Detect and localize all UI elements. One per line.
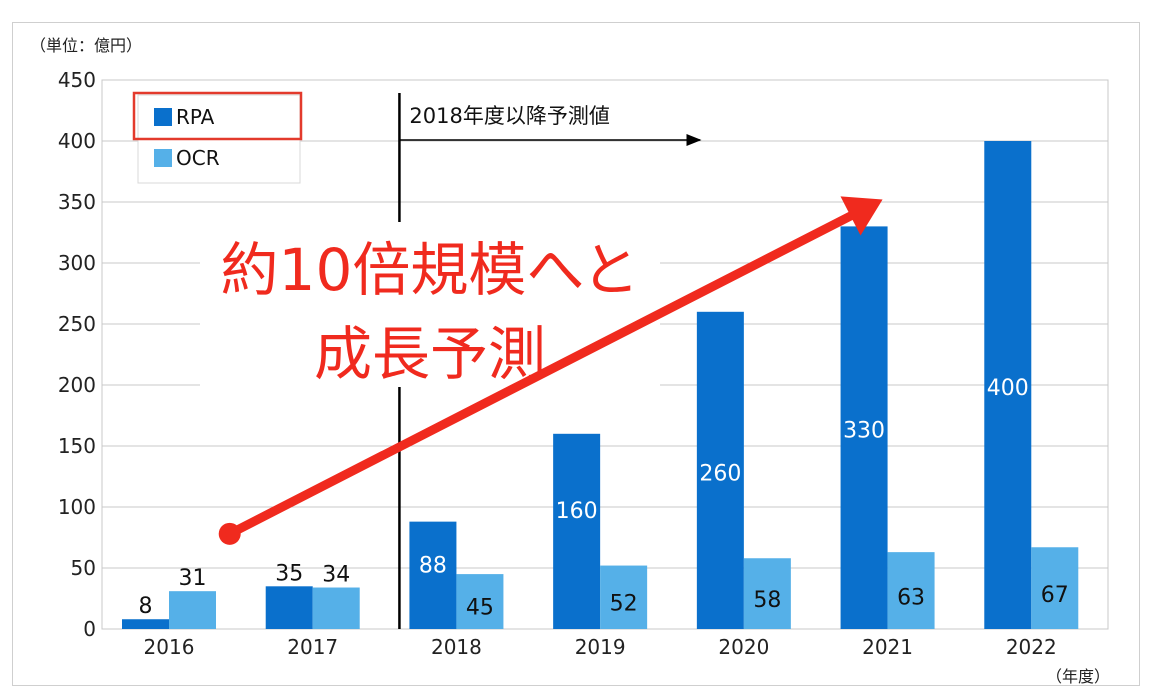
x-tick-label: 2019 — [575, 635, 626, 659]
rpa-data-label: 160 — [556, 499, 598, 524]
ocr-bar — [1031, 547, 1079, 629]
y-tick-label: 50 — [71, 556, 96, 580]
rpa-bar — [265, 586, 313, 629]
growth-arrow-head — [840, 196, 883, 236]
legend-label: OCR — [176, 146, 220, 170]
ocr-data-label: 67 — [1041, 583, 1069, 608]
axes: 0 50 100 150 200 250 300 350 400 450 （単位：億円） （年度） 20… — [30, 36, 1110, 686]
y-tick-label: 250 — [58, 312, 96, 336]
growth-arrow-shaft — [225, 211, 856, 539]
bars: 8 31 35 34 88 45 160 52 260 58 330 63 400 67 — [122, 141, 1079, 629]
ocr-data-label: 63 — [897, 585, 925, 610]
rpa-bar — [553, 433, 601, 629]
ocr-bar — [169, 591, 216, 629]
y-tick-label: 0 — [83, 617, 96, 641]
annotation-text: 成長予測 — [314, 320, 546, 388]
rpa-data-label: 400 — [987, 376, 1029, 401]
y-tick-label: 400 — [58, 129, 96, 153]
rpa-bar — [122, 619, 169, 629]
x-tick-label: 2017 — [287, 635, 338, 659]
x-tick-label: 2020 — [718, 635, 769, 659]
ocr-bar — [887, 552, 935, 629]
legend-highlight — [132, 91, 303, 141]
ocr-data-label: 34 — [322, 563, 350, 588]
ocr-data-label: 52 — [610, 591, 638, 616]
rpa-data-label: 260 — [699, 461, 741, 486]
ocr-bar — [456, 574, 504, 629]
y-tick-label: 300 — [58, 251, 96, 275]
rpa-bar — [840, 226, 888, 629]
rpa-bar — [984, 141, 1032, 629]
unit-label: （単位：億円） — [30, 36, 142, 55]
y-tick-label: 450 — [58, 68, 96, 92]
annotation-backdrop — [200, 222, 660, 387]
y-tick-label: 200 — [58, 373, 96, 397]
ocr-data-label: 31 — [179, 566, 207, 591]
x-tick-label: 2022 — [1006, 635, 1057, 659]
legend-swatch — [154, 108, 172, 126]
x-tick-label: 2021 — [862, 635, 913, 659]
x-tick-label: 2018 — [431, 635, 482, 659]
y-tick-label: 100 — [58, 495, 96, 519]
legend: RPA OCR — [132, 91, 303, 184]
ocr-bar — [600, 565, 648, 629]
legend-swatch — [154, 149, 172, 167]
x-unit-label: （年度） — [1046, 667, 1110, 686]
rpa-data-label: 35 — [275, 561, 303, 586]
ocr-data-label: 58 — [753, 588, 781, 613]
ocr-data-label: 45 — [466, 595, 494, 620]
ocr-bar — [743, 558, 791, 629]
ocr-bar — [312, 587, 360, 629]
grid-lines — [101, 79, 1109, 630]
rpa-bar — [409, 521, 457, 629]
rpa-bar — [696, 311, 744, 629]
x-tick-label: 2016 — [144, 635, 195, 659]
rpa-data-label: 330 — [843, 419, 885, 444]
annotation-text: 約10倍規模へと — [221, 236, 640, 304]
y-tick-label: 350 — [58, 190, 96, 214]
rpa-data-label: 88 — [419, 553, 447, 578]
y-tick-label: 150 — [58, 434, 96, 458]
chart-frame — [12, 22, 1140, 686]
legend-label: RPA — [176, 105, 215, 129]
forecast-label: 2018年度以降予測値 — [409, 104, 609, 128]
rpa-data-label: 8 — [139, 594, 153, 619]
